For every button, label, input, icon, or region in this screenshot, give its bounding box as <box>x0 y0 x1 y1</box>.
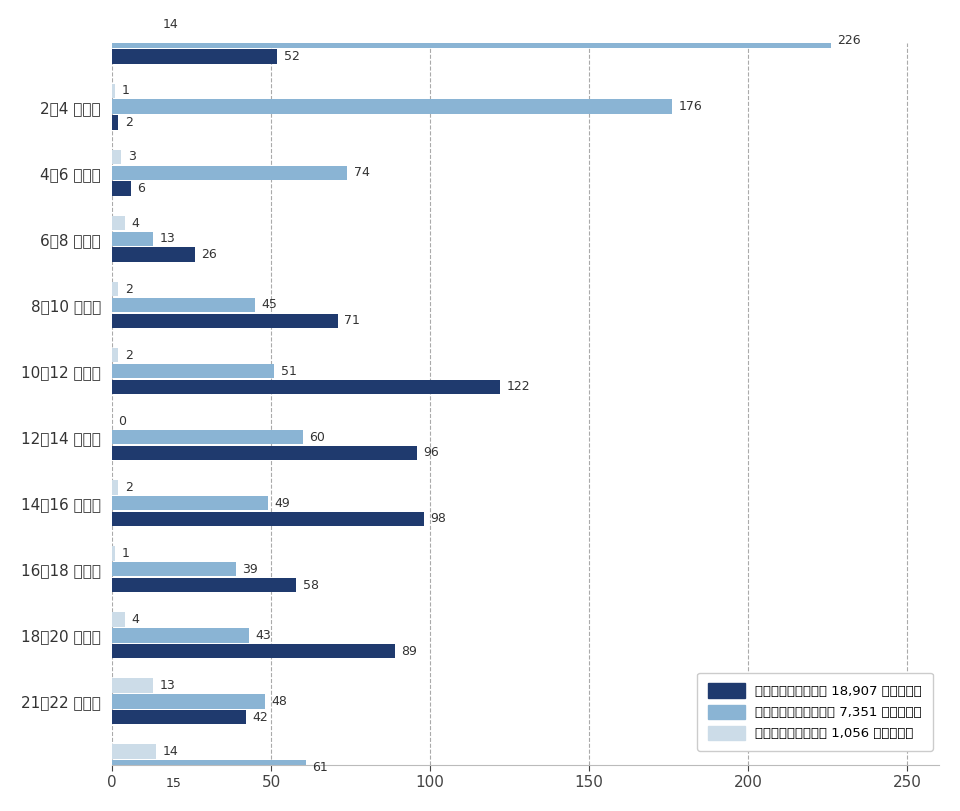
Bar <box>112 33 831 48</box>
Text: 48: 48 <box>271 695 287 708</box>
Bar <box>112 678 154 693</box>
Text: 1: 1 <box>122 84 130 97</box>
Bar <box>112 115 118 130</box>
Bar <box>112 49 277 64</box>
Bar <box>112 744 156 759</box>
Text: 58: 58 <box>302 578 319 591</box>
Bar <box>112 446 418 460</box>
Text: 39: 39 <box>242 563 258 576</box>
Text: 13: 13 <box>159 233 176 246</box>
Bar <box>112 546 115 560</box>
Text: 89: 89 <box>401 645 418 658</box>
Bar <box>112 18 156 32</box>
Text: 71: 71 <box>345 315 360 328</box>
Text: 96: 96 <box>423 446 440 460</box>
Bar <box>112 776 159 791</box>
Bar <box>112 364 275 378</box>
Text: 1: 1 <box>122 547 130 560</box>
Bar <box>112 628 249 642</box>
Text: 226: 226 <box>837 34 861 47</box>
Bar <box>112 380 500 394</box>
Bar <box>112 496 268 510</box>
Bar <box>112 298 255 312</box>
Text: 0: 0 <box>118 414 127 427</box>
Bar <box>112 348 118 363</box>
Text: 45: 45 <box>261 298 277 311</box>
Bar <box>112 577 297 592</box>
Text: 26: 26 <box>201 248 217 261</box>
Bar <box>112 512 423 526</box>
Bar <box>112 694 265 709</box>
Bar <box>112 480 118 495</box>
Bar <box>112 612 125 627</box>
Text: 176: 176 <box>679 101 702 114</box>
Text: 4: 4 <box>131 217 139 230</box>
Bar <box>112 232 154 247</box>
Text: 122: 122 <box>507 380 530 393</box>
Text: 14: 14 <box>163 19 179 32</box>
Bar <box>112 562 236 577</box>
Bar <box>112 430 302 444</box>
Text: 43: 43 <box>255 629 271 642</box>
Text: 49: 49 <box>275 496 290 509</box>
Text: 2: 2 <box>125 282 132 295</box>
Text: 2: 2 <box>125 481 132 494</box>
Text: 15: 15 <box>166 777 181 790</box>
Text: 2: 2 <box>125 349 132 362</box>
Text: 13: 13 <box>159 679 176 692</box>
Bar <box>112 314 338 328</box>
Text: 3: 3 <box>128 151 135 164</box>
Bar <box>112 282 118 296</box>
Bar <box>112 150 122 165</box>
Text: 61: 61 <box>312 761 328 774</box>
Bar <box>112 165 348 180</box>
Bar <box>112 100 672 114</box>
Bar <box>112 760 306 775</box>
Bar <box>112 84 115 98</box>
Text: 98: 98 <box>430 513 446 526</box>
Text: 14: 14 <box>163 745 179 758</box>
Legend: 空き巣（時間帯不明 18,907 件を除く）, 忘び込み（時間帯不明 7,351 件を除く）, 居空き（時間帯不明 1,056 件を除く）: 空き巣（時間帯不明 18,907 件を除く）, 忘び込み（時間帯不明 7,351… <box>697 673 932 751</box>
Text: 52: 52 <box>284 50 300 63</box>
Text: 51: 51 <box>280 364 297 377</box>
Bar <box>112 644 396 659</box>
Text: 42: 42 <box>252 710 268 723</box>
Text: 4: 4 <box>131 613 139 626</box>
Text: 2: 2 <box>125 116 132 129</box>
Bar <box>112 710 246 724</box>
Bar <box>112 182 131 196</box>
Text: 60: 60 <box>309 431 325 444</box>
Bar <box>112 216 125 230</box>
Text: 74: 74 <box>353 166 370 179</box>
Text: 6: 6 <box>137 182 145 195</box>
Bar <box>112 247 195 262</box>
